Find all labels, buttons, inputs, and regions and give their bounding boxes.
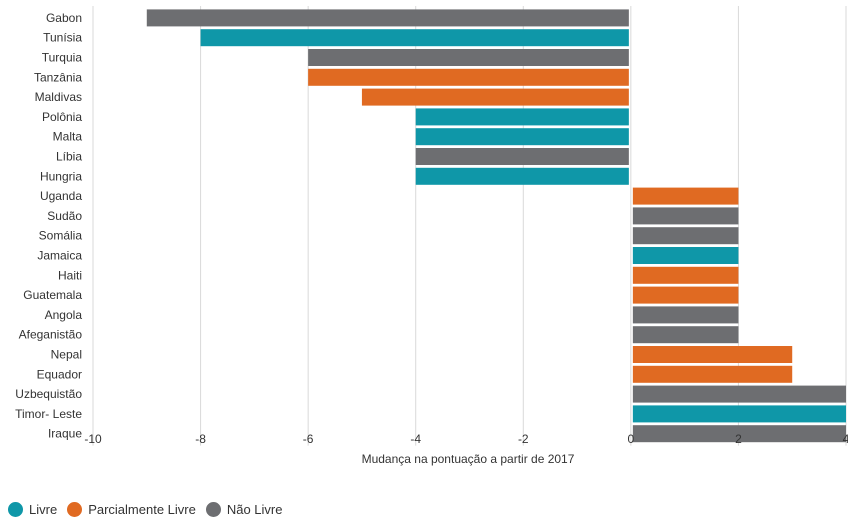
category-label: Angola: [45, 308, 83, 322]
legend-item-parcialmente-livre: Parcialmente Livre: [67, 502, 196, 517]
bar-chart: Gabon Tunísia Turquia Tanzânia Maldivas Polôn…: [15, 6, 848, 466]
bar-timor-leste: [632, 405, 846, 423]
category-label: Uganda: [40, 189, 82, 203]
bar-sud-o: [632, 207, 739, 225]
legend: Livre Parcialmente Livre Não Livre: [8, 502, 292, 517]
x-tick-label: -4: [410, 432, 421, 446]
category-label: Timor- Leste: [15, 407, 82, 421]
x-tick-label: -2: [518, 432, 529, 446]
legend-label-parcialmente-livre: Parcialmente Livre: [88, 502, 196, 517]
category-label: Malta: [53, 130, 83, 144]
bar-malta: [415, 128, 629, 146]
category-label: Turquia: [42, 51, 83, 65]
category-label: Jamaica: [37, 249, 82, 263]
x-tick-label: -8: [195, 432, 206, 446]
x-tick-label: 0: [628, 432, 635, 446]
bar-turquia: [308, 49, 629, 66]
category-label: Gabon: [46, 11, 82, 25]
legend-label-nao-livre: Não Livre: [226, 502, 283, 517]
bar-maldivas: [361, 88, 629, 106]
x-tick-label: 2: [735, 432, 742, 446]
bar-nepal: [632, 346, 793, 363]
legend-item-livre: Livre: [8, 502, 57, 517]
category-label: Maldivas: [35, 90, 82, 104]
x-tick-label: -6: [303, 432, 314, 446]
bar-hungria: [415, 167, 629, 185]
legend-item-nao-livre: Não Livre: [205, 502, 283, 517]
category-label: Tunísia: [43, 31, 82, 45]
category-label: Somália: [39, 229, 83, 243]
bar-jamaica: [632, 247, 739, 264]
category-label: Sudão: [47, 209, 82, 223]
bar-iraque: [632, 425, 846, 443]
x-tick-label: 4: [843, 432, 848, 446]
category-label: Hungria: [40, 169, 82, 183]
category-label: Afeganistão: [19, 328, 83, 342]
bars: [146, 9, 846, 443]
bar-uzbequist-o: [632, 385, 846, 403]
bar-haiti: [632, 266, 739, 284]
x-tick-label: -10: [84, 432, 102, 446]
category-label: Uzbequistão: [15, 387, 82, 401]
bar-l-bia: [415, 148, 629, 165]
category-label: Líbia: [56, 150, 82, 164]
legend-swatch-livre: [8, 502, 23, 517]
category-label: Polônia: [42, 110, 82, 124]
bar-angola: [632, 306, 739, 324]
category-label: Equador: [37, 367, 82, 381]
bar-uganda: [632, 187, 739, 205]
category-label: Guatemala: [23, 288, 82, 302]
bar-gabon: [146, 9, 629, 27]
bar-equador: [632, 365, 793, 383]
x-tick-labels: -10 -8 -6 -4 -2 0 2 4: [84, 432, 848, 446]
category-labels: Gabon Tunísia Turquia Tanzânia Maldivas Polôn…: [15, 11, 82, 441]
x-axis-title: Mudança na pontuação a partir de 2017: [362, 452, 575, 466]
bar-afeganist-o: [632, 326, 739, 344]
category-label: Iraque: [48, 427, 82, 441]
category-label: Tanzânia: [34, 70, 82, 84]
legend-swatch-parcialmente-livre: [67, 502, 83, 517]
bar-guatemala: [632, 286, 739, 304]
bar-tun-sia: [200, 29, 629, 47]
legend-label-livre: Livre: [29, 502, 58, 517]
category-label: Nepal: [51, 348, 82, 362]
legend-swatch-nao-livre: [205, 502, 221, 517]
bar-som-lia: [632, 227, 739, 245]
category-label: Haiti: [58, 268, 82, 282]
bar-tanz-nia: [308, 68, 629, 86]
bar-pol-nia: [415, 108, 629, 126]
